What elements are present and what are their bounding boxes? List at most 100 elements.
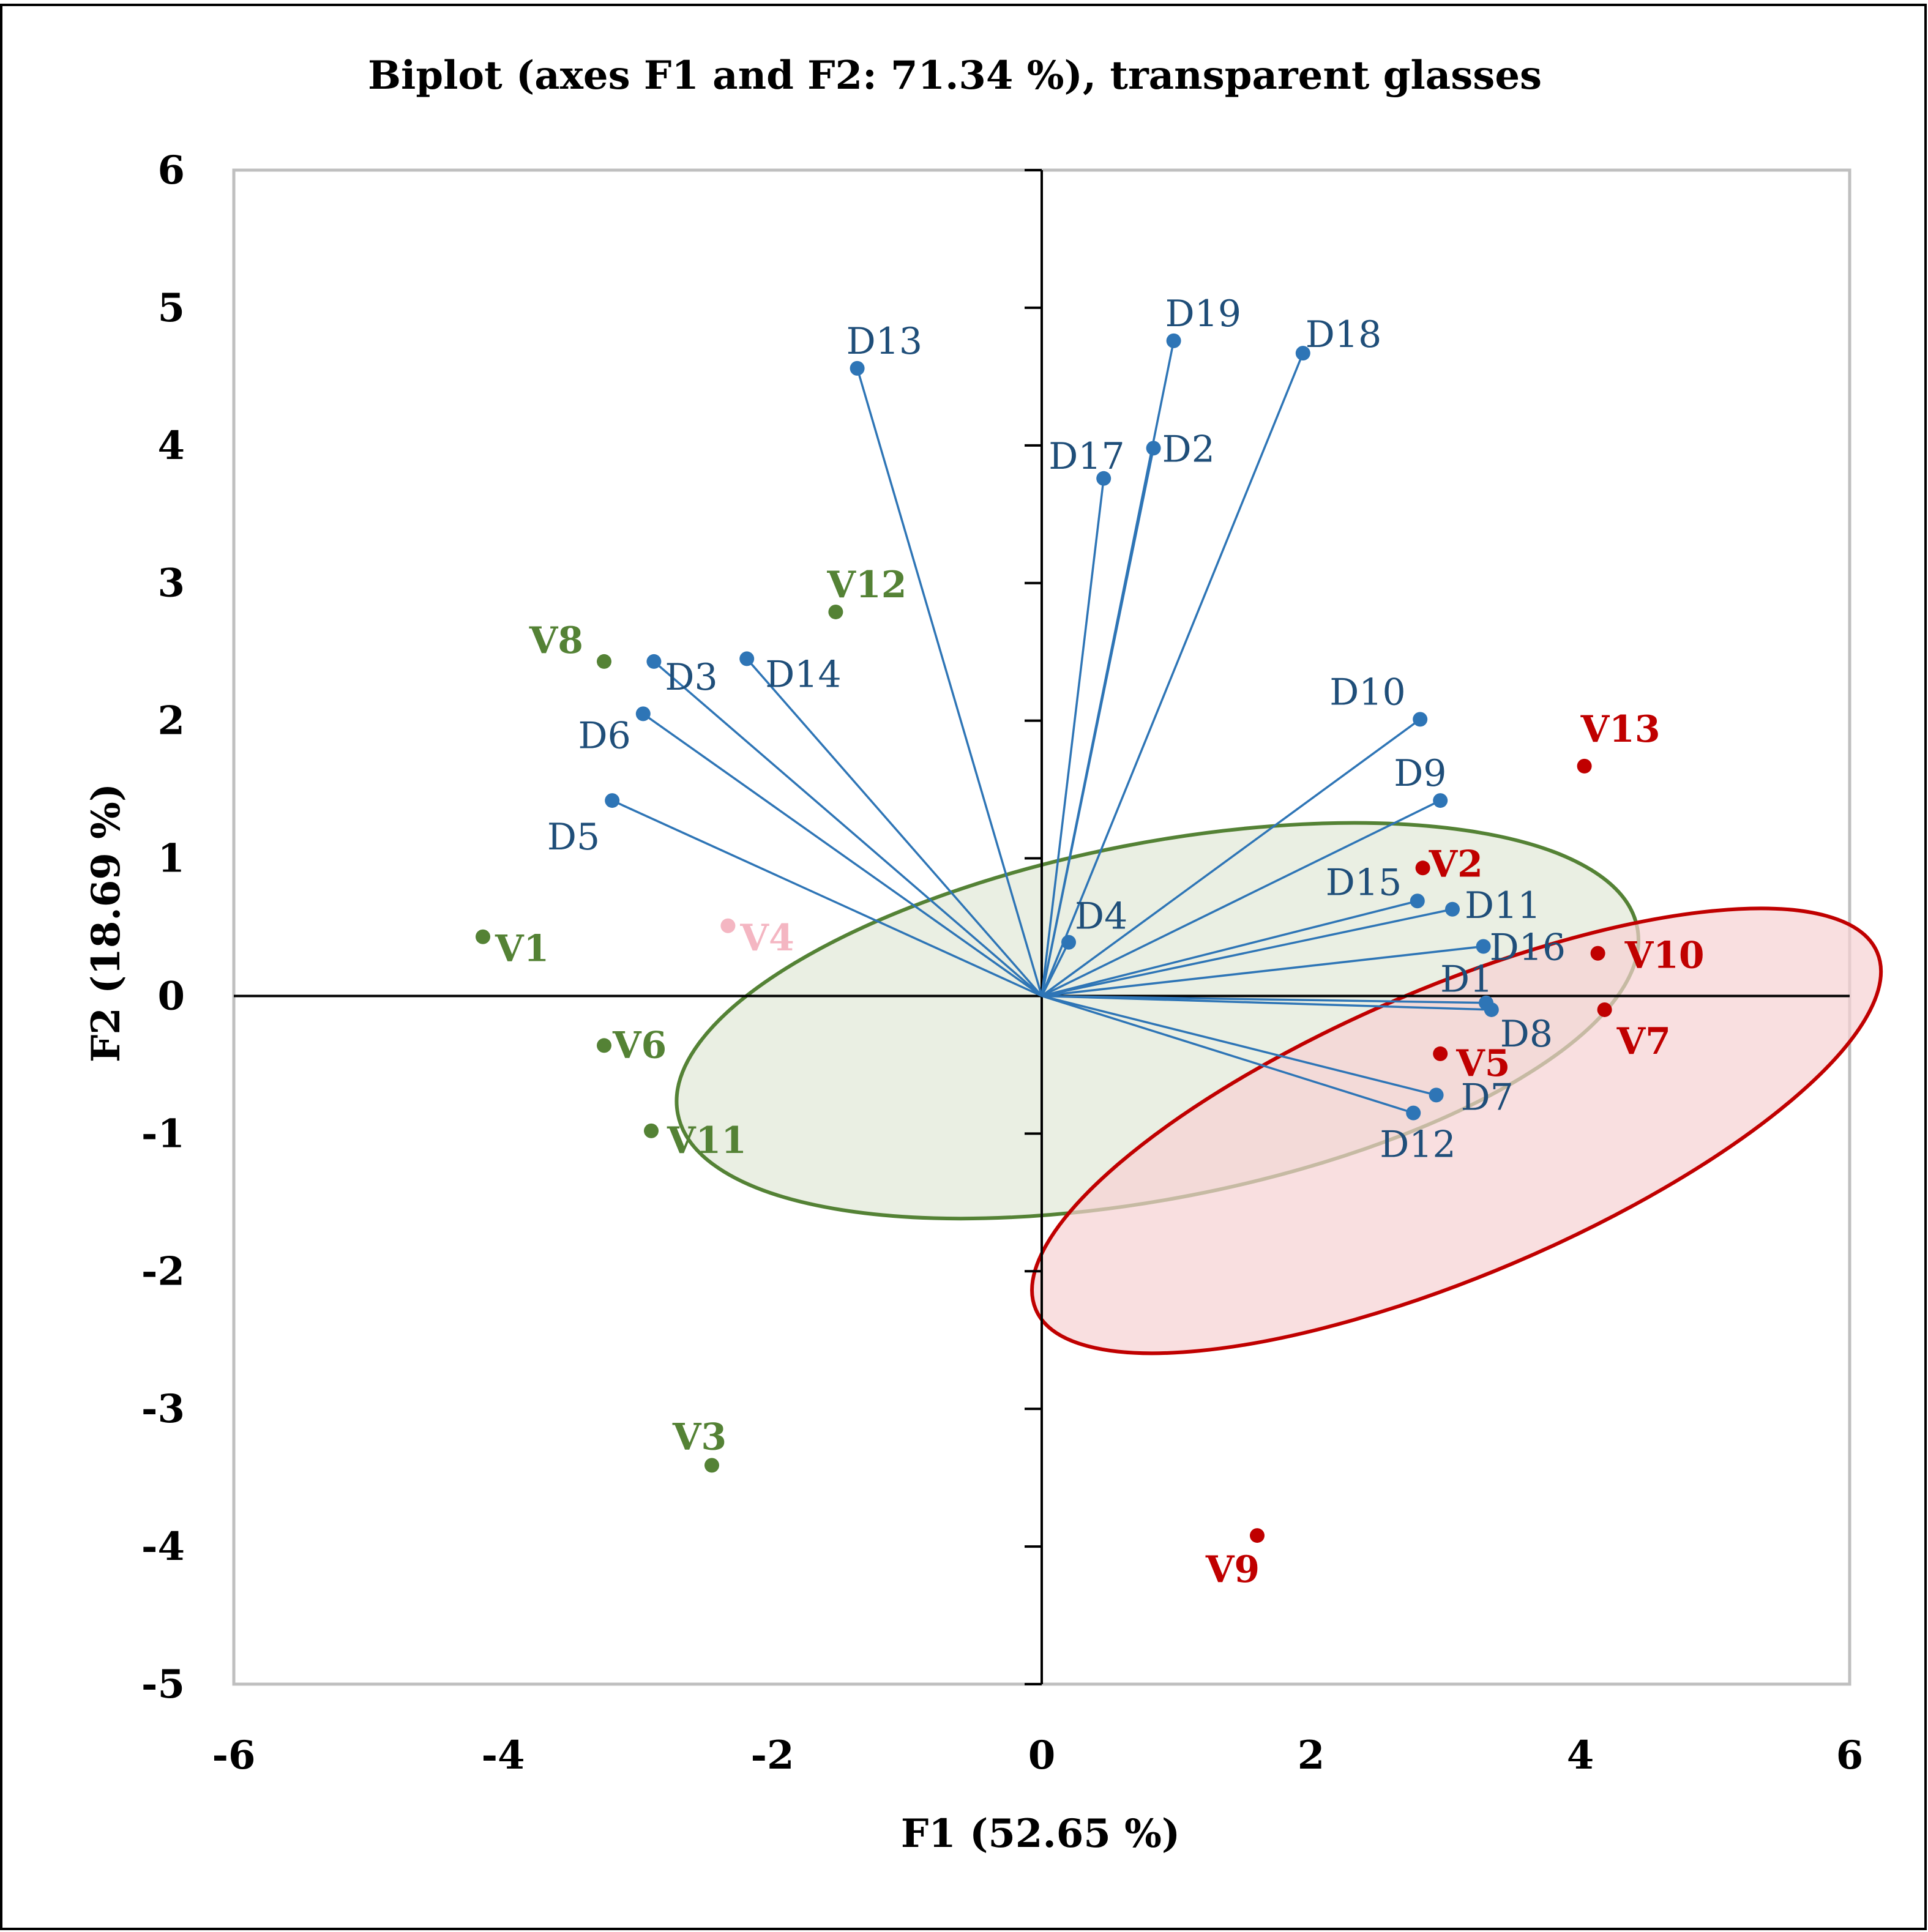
x-tick-label: 2	[1298, 1732, 1325, 1778]
label-d11: D11	[1465, 884, 1541, 927]
point-v7	[1597, 1002, 1612, 1017]
label-v6: V6	[612, 1024, 667, 1067]
chart-title: Biplot (axes F1 and F2: 71.34 %), transp…	[368, 53, 1542, 99]
point-v13	[1577, 758, 1592, 774]
x-tick-label: -4	[481, 1732, 525, 1778]
label-d15: D15	[1326, 861, 1402, 904]
vector-d6	[642, 712, 1043, 997]
label-d16: D16	[1490, 926, 1566, 969]
point-d4	[1061, 934, 1076, 950]
point-d16	[1476, 939, 1491, 954]
point-v5	[1433, 1046, 1448, 1061]
vector-d9	[1041, 799, 1441, 998]
label-d12: D12	[1380, 1124, 1455, 1166]
y-tick-label: 1	[157, 836, 185, 882]
x-tick-label: -6	[212, 1732, 255, 1778]
vector-d11	[1041, 908, 1453, 998]
label-d1: D1	[1440, 958, 1493, 1001]
tick-labels: -5 -4 -3 -2 -1 0 1 2 3 4 5 6 -6 -4 -2 0 2 4 6	[141, 147, 1863, 1778]
point-d17	[1096, 471, 1112, 486]
label-d19: D19	[1165, 293, 1241, 335]
x-tick-label: 4	[1567, 1732, 1594, 1778]
label-d7: D7	[1461, 1076, 1514, 1119]
label-d2: D2	[1162, 428, 1215, 471]
point-d3	[646, 654, 662, 669]
y-axis-title: F2 (18.69 %)	[83, 783, 129, 1062]
label-v1: V1	[495, 928, 549, 971]
label-v5: V5	[1455, 1042, 1510, 1085]
vector-d17	[1041, 478, 1105, 996]
point-d11	[1445, 901, 1460, 917]
y-tick-label: 0	[157, 973, 185, 1019]
y-tick-label: 5	[157, 285, 185, 331]
label-v12: V12	[826, 564, 906, 606]
point-d8	[1484, 1002, 1499, 1017]
x-axis-title: F1 (52.65 %)	[901, 1811, 1180, 1857]
point-d19	[1166, 333, 1181, 348]
label-d18: D18	[1306, 313, 1381, 356]
vector-d14	[745, 658, 1043, 997]
label-d14: D14	[765, 653, 841, 696]
label-d13: D13	[846, 320, 922, 363]
point-d2	[1146, 441, 1161, 456]
y-tick-label: -2	[141, 1248, 185, 1294]
vector-d7	[1041, 994, 1437, 1097]
point-d15	[1410, 893, 1425, 909]
x-tick-label: -2	[750, 1732, 794, 1778]
label-v7: V7	[1616, 1020, 1671, 1063]
data-points	[476, 333, 1612, 1543]
point-v1	[476, 929, 490, 944]
point-d5	[605, 793, 620, 808]
label-v10: V10	[1624, 934, 1705, 977]
red-group-ellipse	[1030, 906, 1883, 1356]
label-v8: V8	[529, 619, 583, 662]
label-v3: V3	[672, 1415, 727, 1458]
x-tick-label: 0	[1028, 1732, 1056, 1778]
point-v10	[1590, 945, 1605, 961]
y-tick-label: 3	[157, 561, 185, 606]
vector-d12	[1041, 994, 1414, 1114]
point-v12	[828, 604, 843, 619]
label-v11: V11	[667, 1119, 747, 1162]
label-d3: D3	[665, 656, 717, 699]
point-d7	[1429, 1087, 1444, 1103]
point-v11	[644, 1123, 659, 1138]
y-tick-label: -3	[141, 1386, 185, 1432]
point-labels: D1 D2 D3 D4 D5 D6 D7 D8 D9 D10 D11 D12 D13 D14 D15 D16 D…	[495, 293, 1705, 1591]
point-d6	[635, 706, 651, 722]
point-d13	[850, 360, 865, 376]
point-v8	[597, 654, 611, 669]
vector-d8	[1041, 994, 1492, 1011]
point-v4	[720, 918, 736, 933]
y-tick-label: -4	[141, 1524, 185, 1570]
point-v3	[704, 1458, 719, 1473]
label-d6: D6	[578, 714, 631, 757]
y-tick-label: 4	[157, 423, 185, 469]
point-d9	[1433, 793, 1448, 808]
point-v6	[597, 1038, 611, 1053]
label-v13: V13	[1580, 708, 1661, 751]
x-tick-label: 6	[1836, 1732, 1864, 1778]
point-v9	[1250, 1528, 1265, 1543]
point-d14	[739, 651, 755, 666]
label-d9: D9	[1394, 752, 1446, 795]
point-d18	[1295, 346, 1310, 361]
y-tick-label: -1	[141, 1111, 185, 1157]
label-d17: D17	[1048, 435, 1124, 478]
point-d10	[1413, 712, 1428, 727]
label-d5: D5	[547, 816, 600, 859]
y-tick-label: 2	[157, 698, 185, 744]
label-d4: D4	[1075, 895, 1127, 938]
vector-d18	[1041, 352, 1304, 997]
vector-d16	[1041, 945, 1484, 998]
label-v4: V4	[739, 917, 794, 960]
vector-d1	[1041, 994, 1487, 1004]
label-v2: V2	[1429, 843, 1483, 886]
y-tick-label: -5	[141, 1662, 185, 1707]
vector-d3	[653, 660, 1043, 997]
vector-d10	[1041, 718, 1421, 997]
vector-d5	[611, 799, 1042, 998]
label-d8: D8	[1500, 1013, 1553, 1056]
label-d10: D10	[1329, 671, 1405, 714]
